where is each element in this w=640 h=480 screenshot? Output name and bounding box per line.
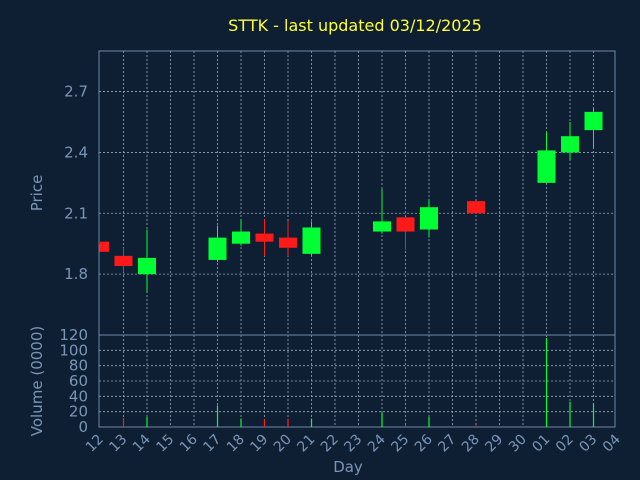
candle <box>396 217 415 250</box>
price-axis-label: Price <box>28 175 46 212</box>
candle <box>279 221 297 256</box>
candles <box>99 107 603 293</box>
candle-body <box>467 201 485 214</box>
volume-grid <box>99 335 615 427</box>
candle <box>208 225 227 262</box>
candle-body <box>279 237 297 248</box>
candle-body <box>537 150 556 183</box>
candle-body <box>420 207 438 230</box>
volume-axis-label: Volume (0000) <box>28 326 46 436</box>
volume-tick-label: 120 <box>59 326 88 344</box>
candle-body <box>100 241 109 252</box>
candle <box>584 107 603 149</box>
volume-tick-label: 20 <box>69 403 88 421</box>
candle <box>232 219 250 246</box>
price-tick-label: 2.1 <box>64 204 88 222</box>
chart-title: STTK - last updated 03/12/2025 <box>228 16 482 35</box>
candle-body <box>561 136 579 153</box>
candle <box>420 199 438 238</box>
price-tick-label: 2.7 <box>64 83 88 101</box>
day-axis-label: Day <box>333 458 363 476</box>
candle <box>114 247 133 273</box>
candle-body <box>255 233 274 242</box>
candle <box>467 201 485 214</box>
candle-body <box>373 221 391 232</box>
candle-body <box>208 237 227 260</box>
candle-body <box>138 257 156 275</box>
volume-tick-label: 80 <box>69 357 88 375</box>
price-grid <box>99 51 615 335</box>
candle-body <box>232 231 250 244</box>
candle-body <box>396 217 415 232</box>
candle <box>302 221 321 256</box>
price-tick-label: 2.4 <box>64 143 88 161</box>
candle-body <box>302 227 321 254</box>
volume-plot-border <box>98 334 616 428</box>
candle <box>537 132 556 183</box>
candle <box>99 241 109 252</box>
candle <box>373 188 391 234</box>
day-axis-ticks: 12 13 14 15 16 17 18 19 20 21 22 23 24 25 26 27 28 29 30 01… <box>83 431 624 455</box>
price-axis-ticks: 1.8 2.1 2.4 2.7 <box>64 83 88 284</box>
volume-bars <box>122 338 595 427</box>
volume-tick-label: 40 <box>69 387 88 405</box>
candle <box>561 122 579 161</box>
volume-tick-label: 0 <box>78 418 88 436</box>
candle <box>255 219 274 256</box>
candle-body <box>584 111 603 131</box>
volume-tick-label: 100 <box>59 341 88 359</box>
candle-body <box>114 255 133 267</box>
price-tick-label: 1.8 <box>64 265 88 283</box>
candle <box>138 229 156 293</box>
volume-tick-label: 60 <box>69 372 88 390</box>
